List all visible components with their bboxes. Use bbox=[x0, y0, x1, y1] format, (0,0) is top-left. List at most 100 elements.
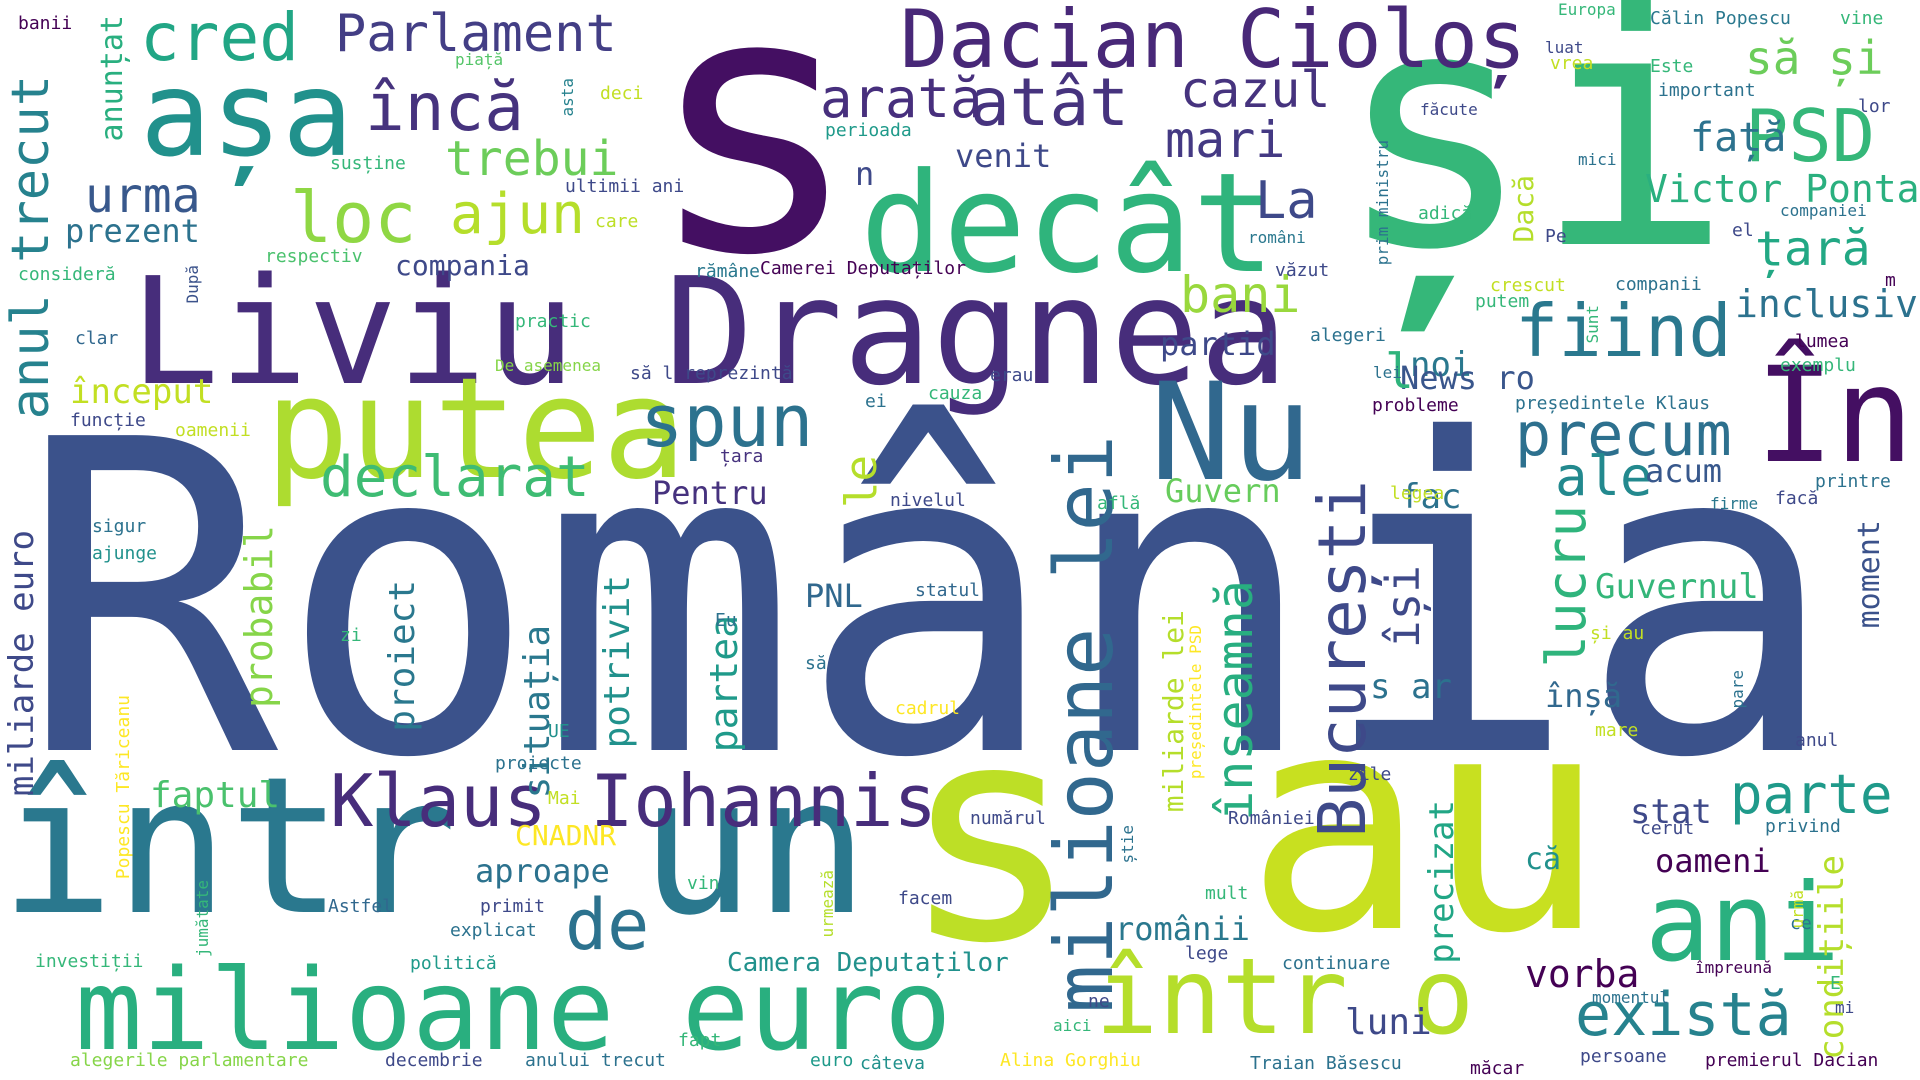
word-erau: erau bbox=[990, 365, 1034, 386]
word-piata: piață bbox=[455, 50, 504, 69]
word-oamenii: oamenii bbox=[175, 420, 251, 441]
word-guvern: Guvern bbox=[1165, 472, 1281, 510]
word-legea: legea bbox=[1390, 483, 1445, 504]
word-astfel: Astfel bbox=[328, 896, 394, 917]
word-cerut: cerut bbox=[1640, 818, 1695, 839]
word-ei: ei bbox=[865, 391, 887, 412]
word-luni: luni bbox=[1345, 1002, 1432, 1043]
word-facem: facem bbox=[898, 888, 953, 909]
word-mai: Mai bbox=[548, 788, 581, 809]
word-le: le bbox=[836, 455, 887, 508]
word-decembrie: decembrie bbox=[385, 1050, 483, 1071]
word-romaniei: României bbox=[1228, 808, 1315, 829]
word-lege: lege bbox=[1185, 943, 1229, 964]
word-lucru: lucru bbox=[1535, 505, 1598, 668]
word-respectiv: respectiv bbox=[265, 246, 363, 267]
word-loc: loc bbox=[290, 177, 417, 259]
word-ajunge: ajunge bbox=[92, 543, 158, 564]
word-cred: cred bbox=[140, 0, 299, 76]
word-lumea: lumea bbox=[1795, 331, 1850, 352]
word-un: un bbox=[640, 736, 869, 957]
word-si-au: și au bbox=[1590, 623, 1645, 644]
word-romanii: românii bbox=[1115, 910, 1250, 948]
word-inclusiv: inclusiv bbox=[1735, 282, 1919, 326]
word-declarat: declarat bbox=[320, 445, 590, 510]
word-explicat: explicat bbox=[450, 920, 537, 941]
word-zile: zile bbox=[1348, 764, 1392, 785]
word-moment: moment bbox=[1852, 520, 1887, 629]
word-vrea: vrea bbox=[1550, 53, 1594, 74]
word-milioane-lei: milioane lei bbox=[1038, 435, 1131, 1013]
word-momentul: momentul bbox=[1592, 988, 1670, 1007]
word-sa-l-reprezinta: să l reprezintă bbox=[630, 363, 793, 384]
word-inceput: început bbox=[70, 372, 214, 412]
word-camera-deputatilor: Camera Deputaților bbox=[727, 948, 1009, 978]
word-insa: înșă bbox=[1545, 677, 1623, 715]
word-inseamna: înseamnă bbox=[1206, 580, 1264, 821]
word-vin: vin bbox=[687, 873, 720, 894]
word-miliarde-lei: miliarde lei bbox=[1157, 610, 1190, 813]
word-lor: lor bbox=[1858, 96, 1891, 117]
word-intr-o: într o bbox=[1095, 936, 1475, 1058]
word-companii: companii bbox=[1615, 274, 1702, 295]
word-s-green: s bbox=[900, 660, 1081, 1009]
word-presedintele-psd: președintele PSD bbox=[1186, 625, 1205, 780]
word-ue: UE bbox=[548, 721, 570, 742]
word-pe: Pe bbox=[1545, 226, 1567, 247]
word-intr: într bbox=[0, 736, 458, 957]
word-si: și bbox=[1335, 0, 1733, 322]
word-stie: știe bbox=[1118, 825, 1137, 864]
word-pnl: PNL bbox=[805, 577, 863, 615]
word-cazul: cazul bbox=[1180, 61, 1331, 119]
word-ce: ce bbox=[1790, 913, 1812, 934]
word-cauza: cauza bbox=[928, 383, 983, 404]
word-anul: anul bbox=[1795, 730, 1839, 751]
word-probleme: probleme bbox=[1372, 395, 1459, 416]
word-vorba: vorba bbox=[1525, 952, 1640, 996]
word-mi: mi bbox=[1835, 998, 1855, 1017]
word-precizat: precizat bbox=[1422, 800, 1462, 964]
word-psd: PSD bbox=[1745, 94, 1876, 178]
word-putem: putem bbox=[1475, 291, 1530, 312]
word-compania: compania bbox=[395, 249, 530, 282]
word-prezent: prezent bbox=[65, 212, 200, 250]
word-inca: încă bbox=[365, 69, 524, 146]
word-perioada: perioada bbox=[825, 120, 912, 141]
word-de: de bbox=[565, 884, 650, 966]
word-la: La bbox=[1255, 171, 1318, 231]
word-popescu-tariceanu: Popescu Tăriceanu bbox=[113, 695, 134, 880]
word-nivelul: nivelul bbox=[890, 490, 966, 511]
word-anuntat: anunțat bbox=[95, 15, 130, 142]
word-ne: ne bbox=[1088, 991, 1110, 1012]
word-mare: mare bbox=[1595, 720, 1639, 741]
word-considera: consideră bbox=[18, 264, 116, 285]
word-clar: clar bbox=[75, 328, 119, 349]
word-adica: adică bbox=[1418, 203, 1473, 224]
word-vine: vine bbox=[1840, 8, 1884, 29]
word-firme: firme bbox=[1710, 494, 1759, 513]
word-potrivit: potrivit bbox=[597, 575, 638, 749]
word-traian-basescu: Traian Băsescu bbox=[1250, 1053, 1402, 1074]
word-sa-si: să și bbox=[1745, 31, 1884, 85]
word-trebui: trebui bbox=[445, 131, 619, 187]
word-probabil: probabil bbox=[237, 525, 281, 709]
word-exista: există bbox=[1575, 980, 1792, 1050]
word-asta: asta bbox=[558, 78, 577, 117]
word-s-purple: s bbox=[645, 0, 862, 334]
word-sunt: Sunt bbox=[1583, 305, 1602, 344]
word-pentru: Pentru bbox=[652, 474, 768, 512]
word-afla: află bbox=[1097, 493, 1141, 514]
word-noi: noi bbox=[1410, 345, 1472, 385]
word-in: În bbox=[1755, 339, 1914, 493]
word-atat: atât bbox=[970, 64, 1129, 141]
word-urmeaza: urmează bbox=[818, 870, 837, 938]
word-arata: arată bbox=[820, 67, 983, 130]
word-urma: urma bbox=[85, 168, 201, 224]
word-asa: așa bbox=[140, 45, 354, 183]
word-presedintele-klaus: președintele Klaus bbox=[1515, 393, 1711, 414]
word-calin-popescu: Călin Popescu bbox=[1650, 8, 1791, 29]
word-alina-gorghiu: Alina Gorghiu bbox=[1000, 1050, 1141, 1071]
word-eu: Eu bbox=[715, 610, 737, 631]
word-dupa: După bbox=[183, 265, 202, 304]
word-partea: partea bbox=[702, 615, 746, 753]
